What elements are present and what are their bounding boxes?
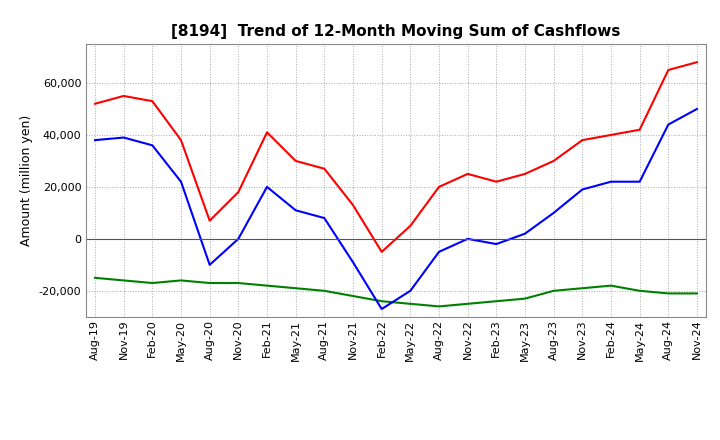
Investing Cashflow xyxy=(176,278,185,283)
Operating Cashflow xyxy=(521,171,529,176)
Free Cashflow xyxy=(148,143,157,148)
Line: Investing Cashflow: Investing Cashflow xyxy=(95,278,697,306)
Investing Cashflow xyxy=(148,280,157,286)
Investing Cashflow xyxy=(578,286,587,291)
Free Cashflow xyxy=(292,208,300,213)
Free Cashflow xyxy=(205,262,214,268)
Operating Cashflow xyxy=(435,184,444,190)
Operating Cashflow xyxy=(464,171,472,176)
Free Cashflow xyxy=(492,242,500,247)
Free Cashflow xyxy=(377,306,386,312)
Free Cashflow xyxy=(120,135,128,140)
Operating Cashflow xyxy=(148,99,157,104)
Operating Cashflow xyxy=(320,166,328,171)
Investing Cashflow xyxy=(406,301,415,306)
Investing Cashflow xyxy=(91,275,99,280)
Investing Cashflow xyxy=(435,304,444,309)
Y-axis label: Amount (million yen): Amount (million yen) xyxy=(20,115,33,246)
Free Cashflow xyxy=(464,236,472,242)
Operating Cashflow xyxy=(406,223,415,228)
Operating Cashflow xyxy=(120,93,128,99)
Investing Cashflow xyxy=(320,288,328,293)
Line: Free Cashflow: Free Cashflow xyxy=(95,109,697,309)
Investing Cashflow xyxy=(521,296,529,301)
Operating Cashflow xyxy=(205,218,214,224)
Operating Cashflow xyxy=(578,137,587,143)
Free Cashflow xyxy=(693,106,701,112)
Operating Cashflow xyxy=(348,202,357,208)
Line: Operating Cashflow: Operating Cashflow xyxy=(95,62,697,252)
Free Cashflow xyxy=(320,216,328,221)
Free Cashflow xyxy=(664,122,672,127)
Investing Cashflow xyxy=(464,301,472,306)
Investing Cashflow xyxy=(549,288,558,293)
Free Cashflow xyxy=(607,179,616,184)
Investing Cashflow xyxy=(234,280,243,286)
Free Cashflow xyxy=(176,179,185,184)
Operating Cashflow xyxy=(263,130,271,135)
Operating Cashflow xyxy=(292,158,300,164)
Operating Cashflow xyxy=(664,67,672,73)
Operating Cashflow xyxy=(635,127,644,132)
Investing Cashflow xyxy=(120,278,128,283)
Investing Cashflow xyxy=(292,286,300,291)
Free Cashflow xyxy=(406,288,415,293)
Investing Cashflow xyxy=(693,291,701,296)
Free Cashflow xyxy=(549,210,558,216)
Operating Cashflow xyxy=(693,59,701,65)
Free Cashflow xyxy=(348,260,357,265)
Free Cashflow xyxy=(91,137,99,143)
Free Cashflow xyxy=(435,249,444,254)
Investing Cashflow xyxy=(492,299,500,304)
Investing Cashflow xyxy=(377,299,386,304)
Operating Cashflow xyxy=(492,179,500,184)
Title: [8194]  Trend of 12-Month Moving Sum of Cashflows: [8194] Trend of 12-Month Moving Sum of C… xyxy=(171,24,621,39)
Operating Cashflow xyxy=(377,249,386,254)
Operating Cashflow xyxy=(549,158,558,164)
Operating Cashflow xyxy=(607,132,616,138)
Free Cashflow xyxy=(263,184,271,190)
Investing Cashflow xyxy=(607,283,616,288)
Investing Cashflow xyxy=(263,283,271,288)
Operating Cashflow xyxy=(91,101,99,106)
Free Cashflow xyxy=(635,179,644,184)
Investing Cashflow xyxy=(664,291,672,296)
Investing Cashflow xyxy=(205,280,214,286)
Free Cashflow xyxy=(578,187,587,192)
Free Cashflow xyxy=(234,236,243,242)
Investing Cashflow xyxy=(348,293,357,299)
Free Cashflow xyxy=(521,231,529,236)
Operating Cashflow xyxy=(234,190,243,195)
Investing Cashflow xyxy=(635,288,644,293)
Operating Cashflow xyxy=(176,137,185,143)
